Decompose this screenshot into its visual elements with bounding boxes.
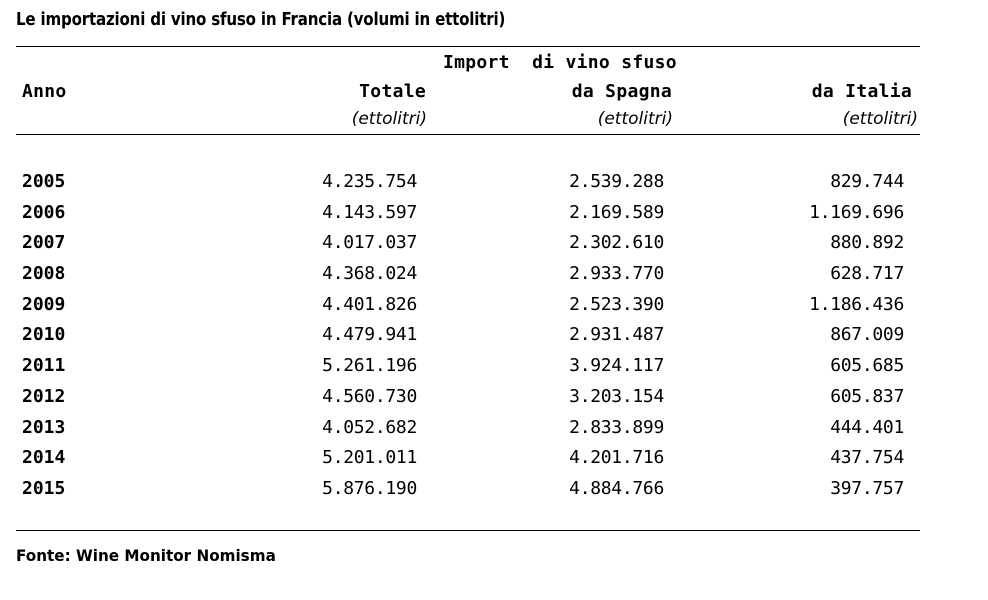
table-row: 2015 5.876.190 4.884.766 397.757 [0, 477, 988, 508]
cell-anno: 2013 [22, 416, 66, 438]
cell-totale: 4.052.682 [322, 416, 417, 438]
cell-totale: 5.261.196 [322, 355, 417, 377]
table-row: 2008 4.368.024 2.933.770 628.717 [0, 262, 988, 293]
cell-spagna: 4.884.766 [569, 477, 664, 499]
cell-totale: 4.479.941 [322, 324, 417, 346]
table-title: Le importazioni di vino sfuso in Francia… [16, 9, 506, 30]
cell-anno: 2015 [22, 477, 66, 499]
cell-anno: 2010 [22, 324, 66, 346]
cell-anno: 2006 [22, 201, 66, 223]
table-row: 2006 4.143.597 2.169.589 1.169.696 [0, 201, 988, 232]
cell-totale: 4.143.597 [322, 201, 417, 223]
cell-italia: 1.186.436 [809, 293, 904, 315]
source-note: Fonte: Wine Monitor Nomisma [16, 546, 276, 565]
table-row: 2009 4.401.826 2.523.390 1.186.436 [0, 293, 988, 324]
cell-spagna: 2.833.899 [569, 416, 664, 438]
cell-italia: 605.685 [830, 355, 904, 377]
table-body: 2005 4.235.754 2.539.288 829.744 2006 4.… [0, 170, 988, 508]
cell-italia: 1.169.696 [809, 201, 904, 223]
table-row: 2011 5.261.196 3.924.117 605.685 [0, 354, 988, 385]
table-row: 2014 5.201.011 4.201.716 437.754 [0, 446, 988, 477]
column-header-totale: Totale [359, 81, 426, 102]
table-row: 2013 4.052.682 2.833.899 444.401 [0, 416, 988, 447]
cell-italia: 397.757 [830, 477, 904, 499]
cell-spagna: 3.924.117 [569, 355, 664, 377]
cell-anno: 2008 [22, 263, 66, 285]
cell-anno: 2011 [22, 355, 66, 377]
cell-italia: 444.401 [830, 416, 904, 438]
cell-italia: 605.837 [830, 385, 904, 407]
cell-totale: 4.017.037 [322, 232, 417, 254]
cell-spagna: 2.931.487 [569, 324, 664, 346]
cell-spagna: 2.933.770 [569, 263, 664, 285]
cell-totale: 4.560.730 [322, 385, 417, 407]
cell-spagna: 3.203.154 [569, 385, 664, 407]
cell-spagna: 2.539.288 [569, 171, 664, 192]
cell-anno: 2009 [22, 293, 66, 315]
cell-spagna: 2.302.610 [569, 232, 664, 254]
cell-anno: 2005 [22, 171, 66, 192]
table-row: 2010 4.479.941 2.931.487 867.009 [0, 323, 988, 354]
unit-label-spagna: (ettolitri) [597, 109, 673, 129]
cell-anno: 2014 [22, 447, 66, 469]
cell-italia: 867.009 [830, 324, 904, 346]
column-header-anno: Anno [22, 81, 67, 102]
bottom-rule [16, 530, 920, 531]
cell-anno: 2007 [22, 232, 66, 254]
table-row: 2012 4.560.730 3.203.154 605.837 [0, 385, 988, 416]
cell-italia: 880.892 [830, 232, 904, 254]
unit-label-italia: (ettolitri) [842, 109, 918, 129]
group-header: Import di vino sfuso [443, 52, 677, 73]
cell-italia: 829.744 [830, 171, 904, 192]
unit-label-totale: (ettolitri) [351, 109, 427, 129]
table-row: 2005 4.235.754 2.539.288 829.744 [0, 170, 988, 201]
cell-totale: 5.201.011 [322, 447, 417, 469]
cell-totale: 4.401.826 [322, 293, 417, 315]
cell-italia: 628.717 [830, 263, 904, 285]
cell-spagna: 2.523.390 [569, 293, 664, 315]
header-rule [16, 134, 920, 135]
cell-spagna: 4.201.716 [569, 447, 664, 469]
table-row: 2007 4.017.037 2.302.610 880.892 [0, 231, 988, 262]
cell-totale: 5.876.190 [322, 477, 417, 499]
cell-totale: 4.368.024 [322, 263, 417, 285]
column-header-italia: da Italia [811, 81, 912, 102]
cell-anno: 2012 [22, 385, 66, 407]
cell-totale: 4.235.754 [322, 171, 417, 192]
cell-italia: 437.754 [830, 447, 904, 469]
top-rule [16, 46, 920, 47]
column-header-spagna: da Spagna [571, 81, 672, 102]
cell-spagna: 2.169.589 [569, 201, 664, 223]
